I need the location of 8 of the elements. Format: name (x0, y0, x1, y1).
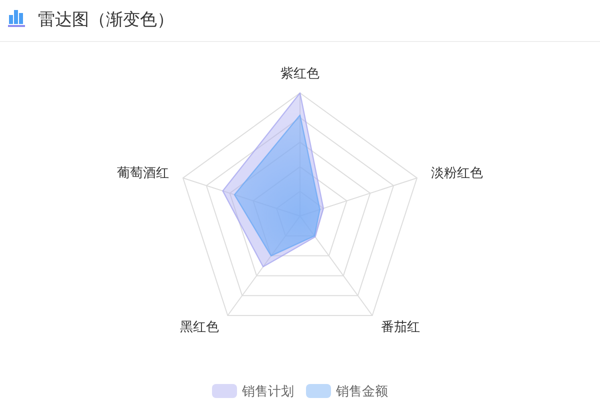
legend-label: 销售金额 (335, 384, 388, 398)
spoke-label: 葡萄酒红 (116, 164, 169, 180)
chart-title: 雷达图（渐变色） (38, 10, 174, 29)
spoke-label: 淡粉红色 (431, 164, 484, 180)
spoke-label: 番茄红 (381, 319, 420, 334)
spoke-label: 黑红色 (180, 319, 219, 334)
spoke-label: 紫红色 (280, 65, 320, 80)
legend-label: 销售计划 (241, 384, 294, 398)
